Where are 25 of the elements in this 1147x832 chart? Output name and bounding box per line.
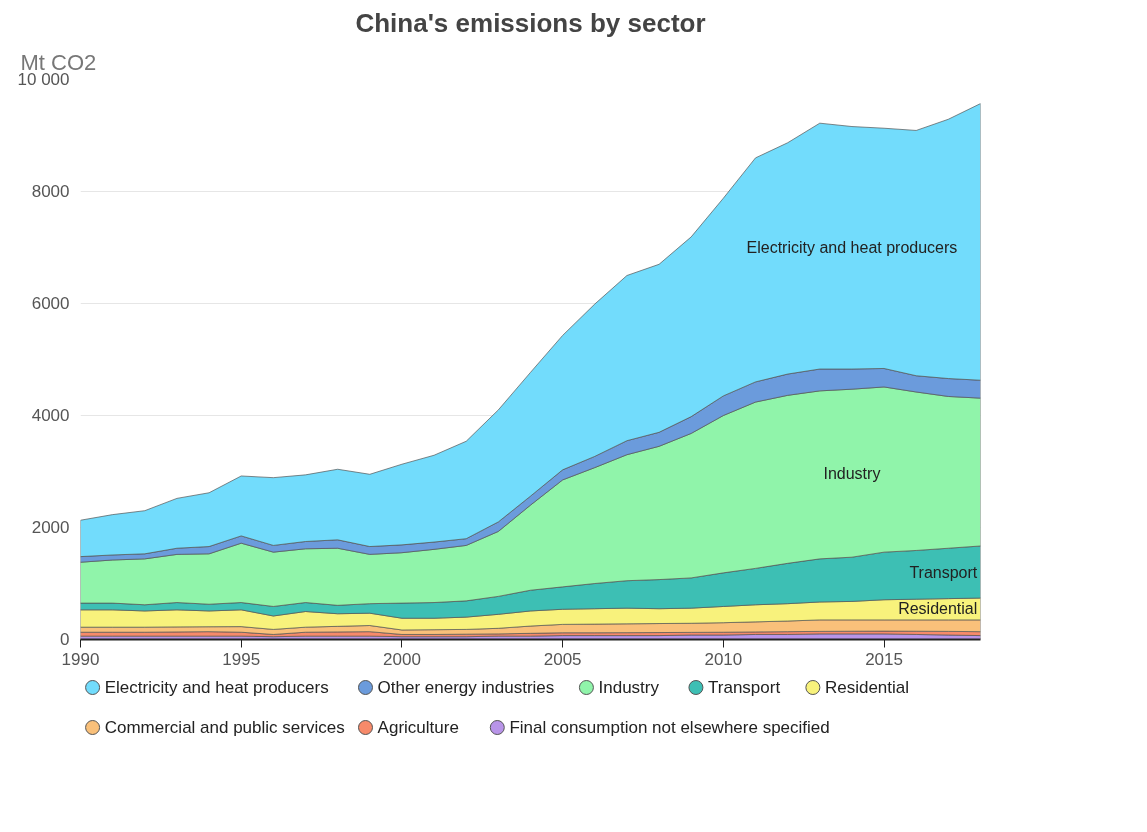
y-tick-label: 4000 xyxy=(31,406,70,425)
text: Industry xyxy=(823,464,881,482)
y-tick-label: 2000 xyxy=(31,518,70,537)
x-tick-label: 1990 xyxy=(61,649,100,669)
legend-label: Residential xyxy=(824,678,910,697)
legend-label: Other energy industries xyxy=(377,678,555,697)
x-tick-label: 2005 xyxy=(543,649,582,669)
legend-label: Electricity and heat producers xyxy=(104,678,329,697)
legend-label: Agriculture xyxy=(377,718,459,737)
legend-label: Commercial and public services xyxy=(104,718,345,737)
legend-label: Final consumption not elsewhere specified xyxy=(509,718,830,737)
y-tick-label: 0 xyxy=(60,630,70,649)
x-tick-label: 2015 xyxy=(865,649,903,669)
x-tick-label: 2000 xyxy=(383,649,421,669)
text: Electricity and heat producers xyxy=(746,239,958,257)
y-tick-label: 8000 xyxy=(31,182,70,201)
x-tick-label: 2010 xyxy=(704,649,743,669)
legend-label: Industry xyxy=(598,678,660,697)
text: Residential xyxy=(898,600,978,618)
y-tick-label: 6000 xyxy=(31,294,70,313)
text: Transport xyxy=(909,563,978,581)
chart-title: China's emissions by sector xyxy=(355,7,706,38)
y-tick-label: 10 000 xyxy=(17,70,70,89)
legend-label: Transport xyxy=(708,678,781,697)
x-tick-label: 1995 xyxy=(222,649,261,669)
